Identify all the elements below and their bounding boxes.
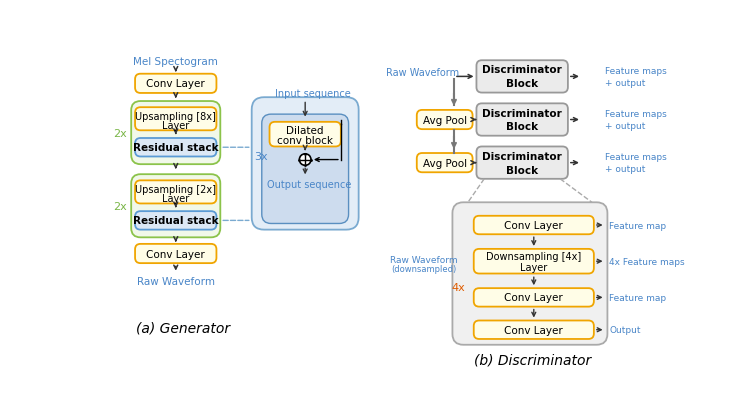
Text: Block: Block [506, 79, 538, 89]
Text: conv block: conv block [277, 135, 333, 145]
Text: 4x Feature maps: 4x Feature maps [609, 257, 685, 266]
FancyBboxPatch shape [262, 115, 349, 224]
Text: Feature maps: Feature maps [605, 66, 667, 76]
Text: Avg Pool: Avg Pool [423, 115, 467, 125]
Text: Discriminator: Discriminator [482, 151, 562, 161]
FancyBboxPatch shape [135, 108, 217, 131]
Text: Input sequence: Input sequence [275, 89, 351, 99]
FancyBboxPatch shape [476, 147, 568, 179]
Text: Upsampling [8x]: Upsampling [8x] [135, 112, 216, 121]
Text: + output: + output [605, 122, 646, 131]
FancyBboxPatch shape [131, 175, 220, 238]
FancyBboxPatch shape [131, 102, 220, 165]
Text: Downsampling [4x]: Downsampling [4x] [486, 251, 581, 261]
FancyBboxPatch shape [473, 216, 594, 235]
FancyBboxPatch shape [135, 181, 217, 204]
FancyBboxPatch shape [135, 211, 217, 230]
Text: Layer: Layer [162, 121, 190, 131]
FancyBboxPatch shape [476, 61, 568, 93]
FancyBboxPatch shape [473, 288, 594, 307]
Text: Conv Layer: Conv Layer [504, 293, 563, 303]
FancyBboxPatch shape [135, 244, 217, 263]
Text: Conv Layer: Conv Layer [146, 79, 205, 89]
Text: 2x: 2x [113, 201, 127, 211]
Text: Feature maps: Feature maps [605, 109, 667, 119]
FancyBboxPatch shape [473, 249, 594, 274]
Text: 2x: 2x [113, 128, 127, 138]
Text: Conv Layer: Conv Layer [504, 221, 563, 230]
FancyBboxPatch shape [417, 111, 473, 130]
FancyBboxPatch shape [452, 203, 608, 345]
Text: Conv Layer: Conv Layer [504, 325, 563, 335]
FancyBboxPatch shape [270, 123, 341, 147]
Text: Dilated: Dilated [286, 126, 324, 136]
Text: Upsampling [2x]: Upsampling [2x] [135, 184, 216, 195]
FancyBboxPatch shape [251, 98, 359, 230]
Text: Output sequence: Output sequence [267, 180, 351, 190]
FancyBboxPatch shape [135, 74, 217, 94]
Text: Feature maps: Feature maps [605, 153, 667, 161]
Text: Feature map: Feature map [609, 293, 667, 302]
Text: Discriminator: Discriminator [482, 65, 562, 75]
Text: Conv Layer: Conv Layer [146, 249, 205, 259]
Text: (a) Generator: (a) Generator [137, 320, 230, 335]
FancyBboxPatch shape [476, 104, 568, 136]
Text: Layer: Layer [520, 262, 547, 272]
Text: (downsampled): (downsampled) [391, 265, 456, 274]
Text: 4x: 4x [451, 282, 465, 292]
Text: Raw Waveform: Raw Waveform [137, 277, 214, 287]
Text: + output: + output [605, 79, 646, 88]
Circle shape [300, 154, 311, 166]
Text: + output: + output [605, 165, 646, 174]
Text: (b) Discriminator: (b) Discriminator [473, 353, 591, 367]
Text: Block: Block [506, 122, 538, 132]
FancyBboxPatch shape [417, 154, 473, 173]
Text: Residual stack: Residual stack [133, 216, 218, 226]
Text: Residual stack: Residual stack [133, 143, 218, 153]
FancyBboxPatch shape [473, 321, 594, 339]
Text: Layer: Layer [162, 194, 190, 204]
Text: Avg Pool: Avg Pool [423, 158, 467, 168]
Text: Mel Spectogram: Mel Spectogram [134, 57, 218, 67]
Text: Raw Waveform: Raw Waveform [387, 68, 460, 78]
Text: Raw Waveform: Raw Waveform [390, 256, 458, 264]
Text: Feature map: Feature map [609, 221, 667, 230]
Text: 3x: 3x [254, 151, 268, 161]
Text: Discriminator: Discriminator [482, 108, 562, 118]
Text: Block: Block [506, 165, 538, 175]
FancyBboxPatch shape [135, 139, 217, 157]
Text: Output: Output [609, 325, 641, 335]
